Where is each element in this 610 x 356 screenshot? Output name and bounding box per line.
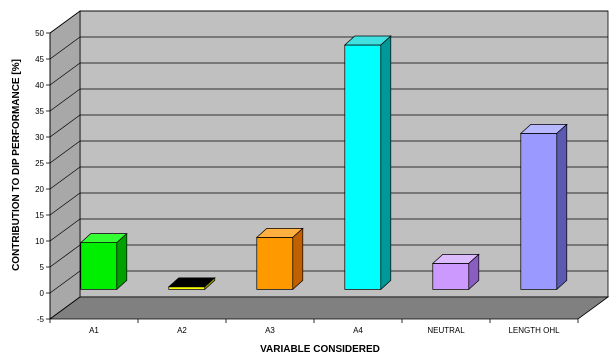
bar-front — [520, 133, 558, 290]
bar — [255, 227, 304, 291]
y-axis-title: CONTRIBUTION TO DIP PERFORMANCE [%] — [11, 59, 22, 271]
x-tick-label: A4 — [353, 326, 363, 335]
y-tick-label: 35 — [35, 107, 44, 116]
bar-side — [380, 35, 392, 291]
gridline-diag — [49, 62, 81, 86]
bar — [79, 232, 128, 291]
bar — [519, 123, 568, 291]
gridline-diag — [49, 244, 81, 268]
bar-front — [432, 263, 470, 290]
bar — [167, 277, 216, 291]
gridline-diag — [49, 270, 81, 294]
x-axis-title: VARIABLE CONSIDERED — [260, 344, 380, 355]
bar-front — [168, 286, 206, 290]
bar-side — [116, 232, 128, 291]
gridline-diag — [49, 10, 81, 34]
bar-side — [292, 227, 304, 291]
gridline-diag — [49, 114, 81, 138]
gridlines — [49, 10, 608, 320]
x-tick-label: NEUTRAL — [427, 326, 465, 335]
y-tick-label: 25 — [35, 159, 44, 168]
bars — [79, 35, 568, 291]
bar-front — [256, 237, 294, 290]
y-tick-label: 15 — [35, 211, 44, 220]
gridline-diag — [49, 166, 81, 190]
y-tick-label: 20 — [35, 185, 44, 194]
x-tick-label: A3 — [265, 326, 275, 335]
gridline-diag — [49, 218, 81, 242]
y-tick-label: -5 — [37, 315, 45, 324]
chart-walls — [49, 10, 609, 320]
y-tick-label: 40 — [35, 81, 44, 90]
chart-floor — [48, 296, 610, 320]
y-tick-label: 5 — [40, 263, 45, 272]
x-tick-label: A1 — [89, 326, 99, 335]
gridline-diag — [49, 88, 81, 112]
x-axis-labels: A1 A2 A3 A4 NEUTRAL LENGTH OHL — [49, 319, 579, 335]
floor-plane — [48, 296, 610, 320]
bar-side — [468, 253, 480, 291]
bar-front — [344, 44, 382, 290]
y-tick-label: 50 — [35, 29, 44, 38]
y-tick-label: 30 — [35, 133, 44, 142]
x-tick-label: LENGTH OHL — [508, 326, 560, 335]
y-tick-label: 10 — [35, 237, 44, 246]
y-tick-label: 45 — [35, 55, 44, 64]
gridline-diag — [49, 140, 81, 164]
bar-side — [204, 277, 216, 291]
y-axis-ticks: -5 0 5 10 15 20 25 30 35 40 45 50 — [35, 29, 51, 324]
back-wall — [79, 10, 609, 298]
gridline-diag — [49, 192, 81, 216]
side-wall — [49, 10, 81, 320]
bar — [431, 253, 480, 291]
gridline-diag — [49, 36, 81, 60]
bar-side — [556, 123, 568, 291]
x-tick-label: A2 — [177, 326, 187, 335]
bar-front — [80, 242, 118, 290]
y-tick-label: 0 — [40, 289, 45, 298]
bar — [343, 35, 392, 291]
